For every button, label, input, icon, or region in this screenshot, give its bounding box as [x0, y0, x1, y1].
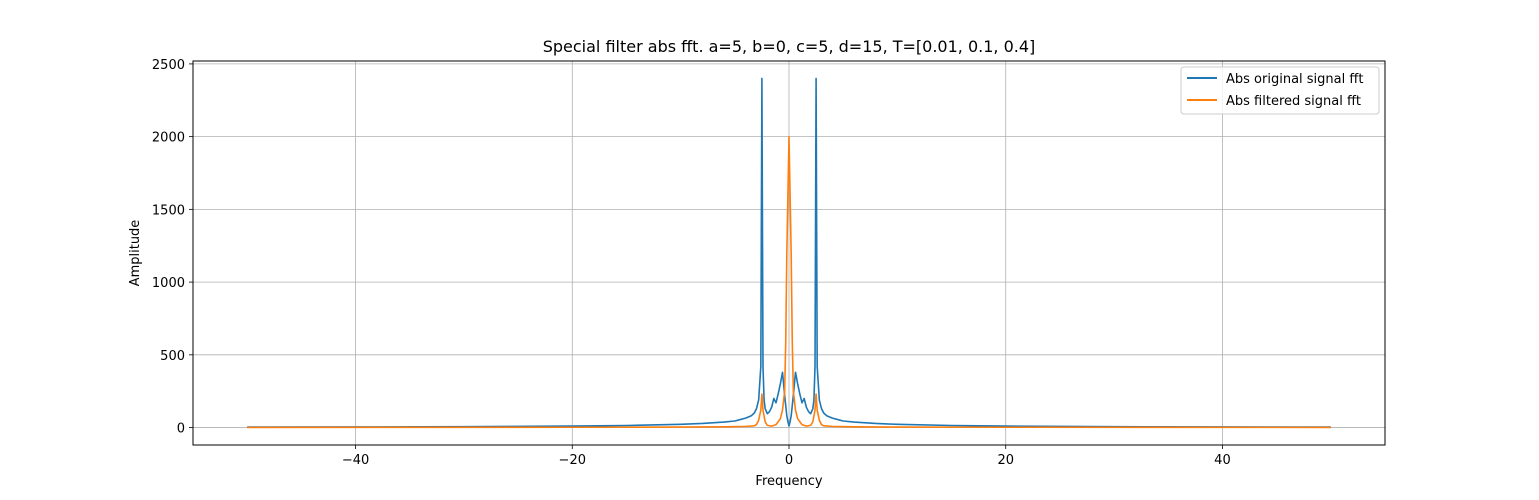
- series-line-filtered: [247, 135, 1331, 429]
- y-tick-label: 1500: [152, 203, 185, 218]
- x-tick-label: −20: [559, 453, 586, 468]
- plot-area: [247, 77, 1331, 429]
- x-axis-label: Frequency: [755, 474, 822, 489]
- y-tick-label: 1000: [152, 276, 185, 291]
- x-tick-label: −40: [342, 453, 369, 468]
- legend: Abs original signal fft Abs filtered sig…: [1180, 66, 1380, 115]
- y-axis-label: Amplitude: [128, 220, 143, 287]
- x-tick-label: 20: [997, 453, 1014, 468]
- x-tick-label: 0: [785, 453, 793, 468]
- legend-label-original: Abs original signal fft: [1226, 72, 1363, 87]
- legend-label-filtered: Abs filtered signal fft: [1226, 94, 1361, 109]
- y-tick-label: 0: [177, 422, 185, 437]
- legend-box: [1180, 66, 1380, 115]
- y-tick-label: 2000: [152, 131, 185, 146]
- ticks: −40 −20 0 20 40 0 500 1000 1500 2000 2500: [152, 58, 1231, 468]
- y-tick-label: 500: [160, 349, 185, 364]
- chart-title: Special filter abs fft. a=5, b=0, c=5, d…: [543, 37, 1036, 56]
- series-line-original: [247, 77, 1331, 428]
- y-tick-label: 2500: [152, 58, 185, 73]
- x-tick-label: 40: [1214, 453, 1231, 468]
